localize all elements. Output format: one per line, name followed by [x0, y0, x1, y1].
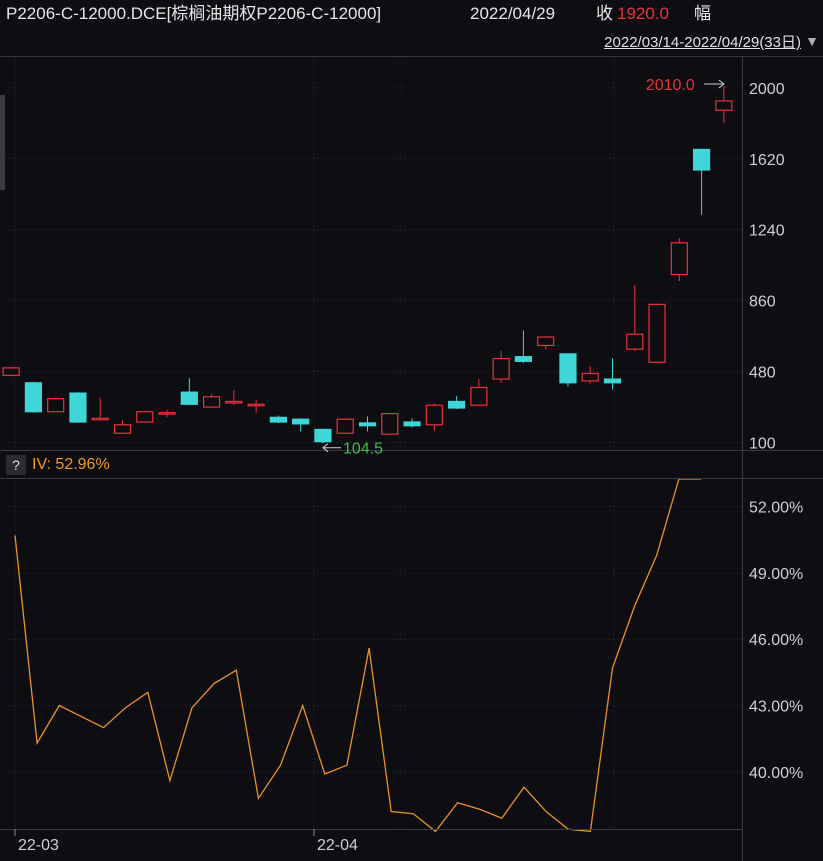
candle-body [381, 413, 399, 435]
candle-body [626, 333, 644, 350]
date-range-selector[interactable]: 2022/03/14-2022/04/29(33日) [604, 34, 801, 51]
close-label: 收 [596, 4, 613, 23]
price-tick-label: 480 [749, 365, 776, 382]
candle-body [425, 404, 443, 426]
candle-body [648, 303, 666, 363]
candle-body [403, 421, 421, 427]
help-icon[interactable]: ? [6, 455, 26, 475]
candle-body [292, 418, 310, 425]
x-tick-label: 22-04 [317, 837, 358, 854]
scrollbar-thumb[interactable] [0, 95, 5, 190]
dropdown-triangle-icon[interactable]: ▼ [805, 33, 819, 49]
candle-body [225, 400, 243, 404]
candle-body [2, 367, 20, 376]
candle-body [24, 382, 43, 413]
iv-tick-label: 40.00% [749, 765, 803, 782]
candle-body [247, 403, 265, 407]
candle-body [180, 391, 198, 405]
candle-body [559, 353, 577, 384]
high-arrow-head [718, 79, 725, 89]
iv-tick-label: 52.00% [749, 500, 803, 517]
candle-body [202, 396, 221, 408]
iv-tick-label: 43.00% [749, 699, 803, 716]
candle-body [91, 417, 109, 421]
x-tick-label: 22-03 [18, 837, 59, 854]
candle-body [470, 386, 488, 406]
candle-body [336, 418, 354, 434]
candle-body [581, 372, 599, 382]
candle-body [113, 424, 132, 434]
low-annotation: 104.5 [343, 441, 383, 458]
high-annotation: 2010.0 [646, 77, 695, 94]
candle-body [670, 242, 688, 276]
chart-header: P2206-C-12000.DCE[棕榈油期权P2206-C-12000] 20… [0, 0, 823, 28]
candle-body [158, 412, 176, 415]
candle-body [514, 356, 533, 362]
range-label: 幅 [694, 4, 711, 23]
instrument-code: P2206-C-12000.DCE[棕榈油期权P2206-C-12000] [6, 4, 382, 23]
axes: 2000 1620 1240 860 480 100 2010.0 104.5 52.00% 49… [0, 56, 823, 861]
candle-body [692, 148, 711, 171]
iv-label: IV: 52.96% [32, 456, 110, 473]
price-tick-label: 1240 [749, 223, 785, 240]
price-tick-label: 2000 [749, 81, 785, 98]
candle-body [715, 100, 733, 111]
price-tick-label: 100 [749, 436, 776, 453]
candle-body [603, 378, 622, 384]
price-tick-label: 860 [749, 294, 776, 311]
gridlines [5, 58, 742, 830]
candlestick-series [2, 86, 733, 444]
iv-series [14, 478, 701, 833]
iv-panel-header: ? IV: 52.96% [0, 452, 823, 478]
close-value: 1920.0 [617, 4, 669, 23]
iv-tick-label: 46.00% [749, 632, 803, 649]
candle-body [447, 400, 466, 409]
candle-body [136, 411, 154, 423]
candle-body [47, 398, 65, 413]
candle-body [492, 357, 510, 380]
candle-body [537, 336, 555, 347]
quote-date: 2022/04/29 [470, 4, 556, 23]
candle-body [314, 428, 332, 443]
iv-tick-label: 49.00% [749, 566, 803, 583]
iv-line [14, 478, 701, 833]
low-arrow-head [322, 443, 329, 453]
candle-body [358, 422, 377, 427]
candle-body [69, 392, 87, 423]
price-tick-label: 1620 [749, 152, 785, 169]
candle-body [269, 416, 288, 423]
